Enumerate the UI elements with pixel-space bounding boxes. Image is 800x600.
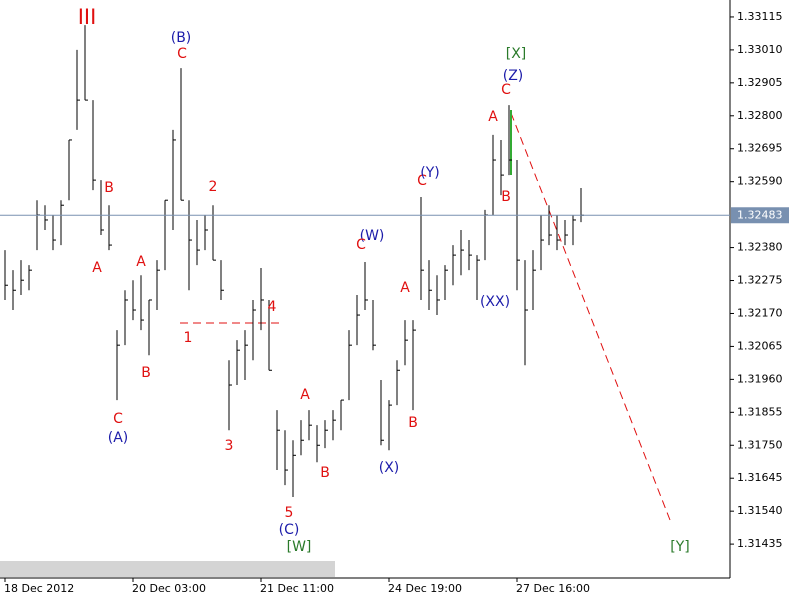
y-tick-label: 1.31750	[737, 438, 783, 451]
wave-label: [X]	[506, 46, 527, 62]
scrollbar[interactable]	[0, 561, 335, 577]
wave-label: 3	[225, 438, 234, 454]
wave-label: B	[408, 415, 418, 431]
wave-label: (B)	[171, 30, 192, 46]
wave-label: A	[136, 254, 146, 270]
x-tick-label: 24 Dec 19:00	[388, 582, 462, 595]
wave-label: B	[104, 180, 114, 196]
wave-label: C	[417, 173, 427, 189]
wave-label: A	[300, 387, 310, 403]
y-tick-label: 1.31435	[737, 537, 783, 550]
y-tick-label: 1.32275	[737, 274, 783, 287]
x-tick-label: 27 Dec 16:00	[516, 582, 590, 595]
wave-label: III	[78, 5, 97, 29]
wave-label: 5	[285, 505, 294, 521]
y-tick-label: 1.31645	[737, 471, 783, 484]
y-tick-label: 1.32590	[737, 175, 783, 188]
wave-label: (W)	[360, 228, 385, 244]
wave-label: (Z)	[503, 68, 524, 84]
wave-label: 4	[268, 299, 277, 315]
wave-label: 2	[209, 179, 218, 195]
wave-label: C	[501, 82, 511, 98]
wave-label: C	[113, 411, 123, 427]
y-tick-label: 1.32380	[737, 241, 783, 254]
x-tick-label: 20 Dec 03:00	[132, 582, 206, 595]
y-tick-label: 1.33115	[737, 10, 783, 23]
y-tick-label: 1.32800	[737, 109, 783, 122]
y-tick-label: 1.31540	[737, 504, 783, 517]
projection-line	[510, 112, 671, 521]
wave-label: [Y]	[670, 539, 689, 555]
y-tick-label: 1.32065	[737, 339, 783, 352]
price-label: 1.32483	[737, 208, 783, 221]
wave-label: C	[177, 46, 187, 62]
y-tick-label: 1.31960	[737, 372, 783, 385]
wave-label: (A)	[108, 430, 129, 446]
wave-label: (XX)	[480, 294, 510, 310]
wave-label: A	[400, 280, 410, 296]
y-tick-label: 1.32695	[737, 142, 783, 155]
wave-label: B	[501, 189, 511, 205]
y-tick-label: 1.31855	[737, 405, 783, 418]
wave-label: B	[141, 365, 151, 381]
wave-label: (Y)	[420, 165, 439, 181]
wave-label: 1	[184, 330, 193, 346]
wave-label: B	[320, 465, 330, 481]
price-label-box	[731, 207, 789, 224]
y-tick-label: 1.33010	[737, 43, 783, 56]
x-tick-label: 18 Dec 2012	[4, 582, 74, 595]
x-tick-label: 21 Dec 11:00	[260, 582, 334, 595]
wave-label: (C)	[279, 522, 300, 538]
wave-label: C	[356, 237, 366, 253]
y-tick-label: 1.32905	[737, 76, 783, 89]
wave-label: (X)	[379, 460, 400, 476]
wave-label: A	[488, 109, 498, 125]
wave-label: [W]	[287, 539, 312, 555]
y-tick-label: 1.32170	[737, 306, 783, 319]
wave-label: A	[92, 260, 102, 276]
